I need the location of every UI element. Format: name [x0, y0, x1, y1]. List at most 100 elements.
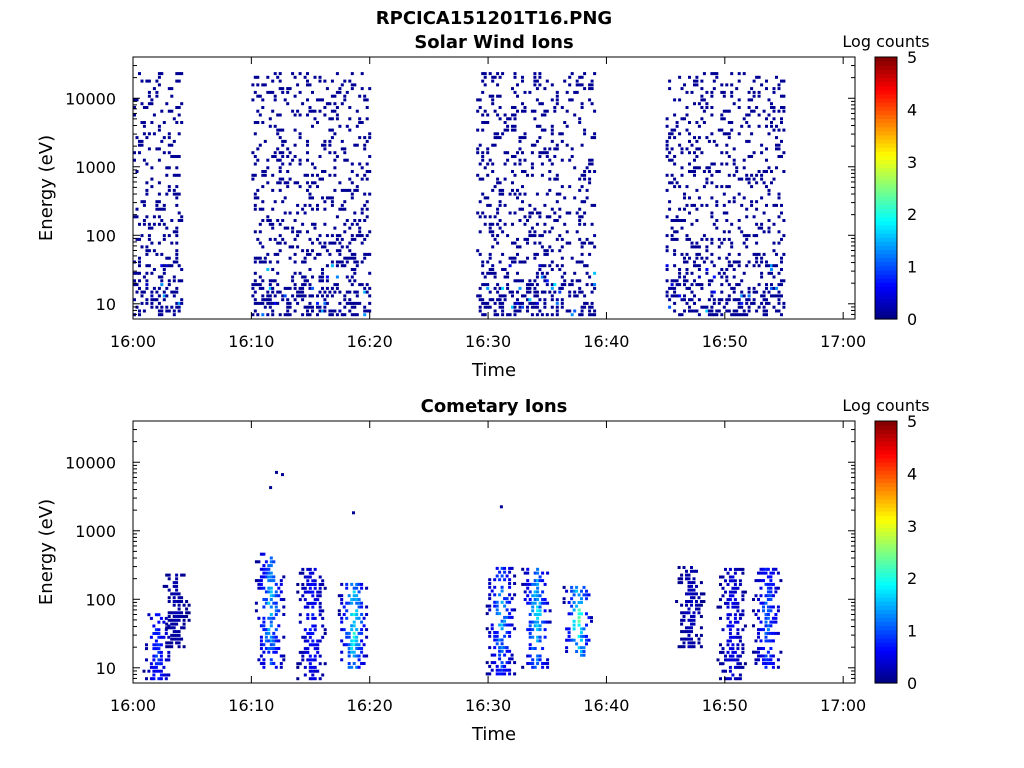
solar-wind-count-cell	[486, 271, 490, 275]
solar-wind-count-cell	[675, 230, 679, 234]
solar-wind-count-cell	[540, 264, 544, 268]
solar-wind-count-cell	[498, 305, 502, 309]
solar-wind-count-cell	[675, 121, 679, 124]
cometary-count-cell	[728, 654, 732, 658]
solar-wind-count-cell	[498, 219, 502, 222]
cometary-count-cell	[321, 609, 325, 613]
solar-wind-count-cell	[683, 309, 686, 313]
solar-wind-count-cell	[281, 155, 285, 158]
colorbar-segment	[875, 61, 897, 66]
cometary-count-cell	[531, 594, 535, 598]
solar-wind-count-cell	[138, 279, 141, 283]
cometary-count-cell	[572, 593, 576, 597]
solar-wind-count-cell	[513, 124, 517, 128]
solar-wind-count-cell	[258, 241, 262, 245]
solar-wind-count-cell	[508, 264, 512, 268]
solar-wind-count-cell	[695, 245, 699, 249]
solar-wind-count-cell	[772, 275, 776, 279]
solar-wind-count-cell	[316, 173, 319, 177]
solar-wind-count-cell	[695, 155, 699, 158]
cometary-count-cell	[733, 665, 737, 669]
cometary-count-cell	[733, 616, 737, 620]
solar-wind-count-cell	[298, 113, 302, 117]
solar-wind-count-cell	[580, 245, 584, 249]
solar-wind-count-cell	[256, 256, 260, 260]
solar-wind-count-cell	[365, 215, 369, 219]
solar-wind-count-cell	[535, 290, 539, 294]
solar-wind-count-cell	[328, 117, 332, 121]
solar-wind-count-cell	[767, 188, 771, 192]
cometary-count-cell	[272, 647, 276, 650]
cometary-count-cell	[269, 639, 273, 643]
cometary-count-cell	[531, 582, 535, 586]
solar-wind-count-cell	[530, 143, 534, 147]
colorbar-segment	[875, 171, 897, 177]
solar-wind-count-cell	[328, 313, 332, 317]
cometary-count-cell	[692, 615, 696, 618]
solar-wind-count-cell	[540, 271, 544, 275]
cometary-count-cell	[531, 665, 535, 669]
solar-wind-count-cell	[167, 136, 171, 140]
cometary-count-cell	[172, 615, 176, 618]
solar-wind-count-cell	[528, 279, 532, 283]
solar-wind-count-cell	[742, 271, 746, 275]
colorbar-segment	[875, 617, 897, 623]
solar-wind-count-cell	[513, 241, 517, 245]
cometary-count-cell	[682, 566, 686, 569]
solar-wind-count-cell	[580, 143, 584, 147]
solar-wind-count-cell	[521, 102, 524, 106]
solar-wind-count-cell	[481, 211, 485, 215]
solar-wind-count-cell	[301, 102, 305, 106]
cometary-count-cell	[269, 579, 273, 583]
solar-wind-count-cell	[750, 200, 754, 204]
solar-wind-count-cell	[533, 286, 537, 290]
solar-wind-count-cell	[350, 275, 354, 279]
solar-wind-ticks: 16:00 16:10 16:20 16:30 16:40 16:50 17:0010100…	[65, 56, 866, 351]
cometary-count-cell	[175, 622, 179, 626]
solar-wind-count-cell	[732, 298, 736, 302]
solar-wind-count-cell	[155, 298, 159, 302]
solar-wind-count-cell	[360, 283, 364, 287]
solar-wind-count-cell	[301, 283, 305, 287]
solar-wind-count-cell	[350, 196, 354, 200]
solar-wind-count-cell	[147, 234, 151, 238]
cometary-count-cell	[308, 658, 312, 662]
cometary-count-cell	[677, 581, 681, 585]
cometary-count-cell	[177, 618, 181, 622]
cometary-count-cell	[572, 638, 576, 642]
cometary-count-cell	[741, 665, 745, 669]
cometary-count-cell	[298, 613, 302, 617]
solar-wind-count-cell	[348, 290, 352, 294]
cometary-count-cell	[259, 552, 263, 556]
cometary-count-cell	[159, 658, 163, 662]
solar-wind-count-cell	[306, 143, 309, 147]
colorbar-segment	[875, 613, 897, 619]
cometary-count-cell	[495, 634, 499, 638]
solar-wind-count-cell	[732, 290, 736, 294]
solar-wind-count-cell	[585, 237, 589, 241]
cometary-count-cell	[352, 654, 356, 658]
solar-wind-count-cell	[476, 128, 480, 132]
cometary-count-cell	[766, 575, 770, 579]
solar-wind-count-cell	[578, 313, 582, 317]
solar-wind-count-cell	[316, 305, 319, 309]
solar-wind-count-cell	[157, 275, 161, 279]
cometary-count-cell	[738, 662, 742, 666]
colorbar-segment	[875, 118, 897, 124]
solar-wind-count-cell	[678, 313, 682, 317]
solar-wind-count-cell	[690, 143, 694, 147]
cometary-count-cell	[726, 613, 730, 617]
solar-wind-count-cell	[575, 260, 579, 264]
solar-wind-count-cell	[780, 106, 783, 109]
solar-wind-count-cell	[593, 170, 597, 173]
solar-wind-count-cell	[755, 173, 759, 177]
solar-wind-count-cell	[288, 151, 292, 155]
solar-wind-count-cell	[765, 286, 768, 290]
cometary-count-cell	[267, 575, 271, 579]
solar-wind-count-cell	[273, 237, 277, 241]
solar-wind-count-cell	[513, 309, 517, 313]
solar-wind-count-cell	[757, 226, 761, 230]
solar-wind-count-cell	[160, 72, 164, 76]
solar-wind-count-cell	[360, 260, 364, 264]
